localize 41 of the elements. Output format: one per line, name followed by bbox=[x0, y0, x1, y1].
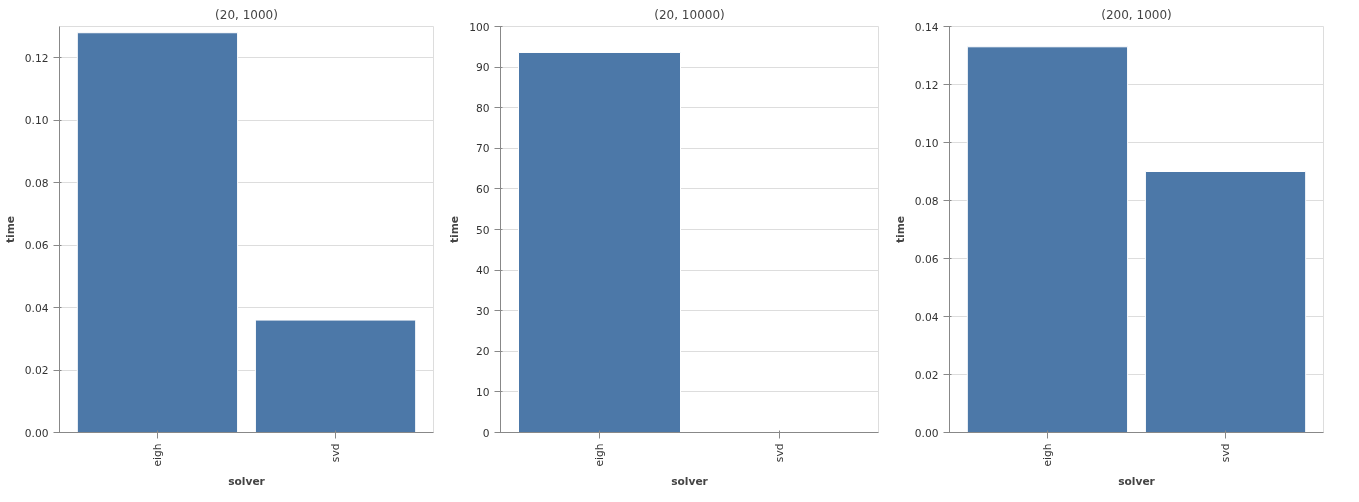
x-axis-title: solver bbox=[228, 474, 266, 488]
x-tick-label: eigh bbox=[150, 443, 164, 467]
y-tick-label: 0.06 bbox=[24, 239, 49, 253]
y-tick-label: 70 bbox=[475, 142, 490, 156]
y-tick-label: 0.08 bbox=[24, 176, 49, 190]
y-tick-label: 20 bbox=[475, 345, 490, 359]
y-tick-label: 0.04 bbox=[24, 301, 49, 315]
y-tick-label: 0.10 bbox=[914, 136, 939, 150]
x-tick-label: eigh bbox=[1040, 443, 1054, 467]
x-axis-title: solver bbox=[1118, 474, 1156, 488]
y-tick-label: 0.00 bbox=[914, 426, 939, 440]
y-tick-label: 30 bbox=[475, 304, 490, 318]
chart-title: (200, 1000) bbox=[1101, 7, 1172, 22]
x-tick-label: svd bbox=[773, 443, 786, 463]
y-axis-title: time bbox=[448, 215, 462, 244]
x-axis-title: solver bbox=[671, 474, 709, 488]
x-tick-label: svd bbox=[329, 443, 343, 463]
y-tick-label: 0.02 bbox=[914, 368, 939, 382]
y-tick-label: 0.12 bbox=[24, 51, 49, 65]
chart-title: (20, 1000) bbox=[215, 7, 278, 22]
y-tick-label: 0.10 bbox=[24, 114, 49, 128]
y-tick-label: 0.14 bbox=[914, 20, 939, 34]
chart-title: (20, 10000) bbox=[654, 7, 725, 22]
y-axis-title: time bbox=[893, 215, 907, 244]
y-tick-label: 40 bbox=[475, 264, 490, 278]
y-tick-label: 0.08 bbox=[914, 194, 939, 208]
y-tick-label: 0.06 bbox=[914, 252, 939, 266]
y-tick-label: 50 bbox=[475, 223, 490, 237]
y-tick-label: 0.00 bbox=[24, 426, 49, 440]
y-tick-label: 0.12 bbox=[914, 78, 939, 92]
y-tick-label: 90 bbox=[475, 61, 490, 75]
x-tick-label: eigh bbox=[593, 443, 606, 467]
y-tick-label: 0 bbox=[482, 426, 490, 440]
y-tick-label: 60 bbox=[475, 182, 490, 196]
y-tick-label: 0.04 bbox=[914, 310, 939, 324]
y-tick-label: 80 bbox=[475, 101, 490, 115]
y-tick-label: 10 bbox=[475, 385, 490, 399]
y-axis-title: time bbox=[3, 215, 17, 244]
y-tick-label: 0.02 bbox=[24, 364, 49, 378]
y-tick-label: 100 bbox=[469, 20, 490, 34]
x-tick-label: svd bbox=[1219, 443, 1233, 463]
